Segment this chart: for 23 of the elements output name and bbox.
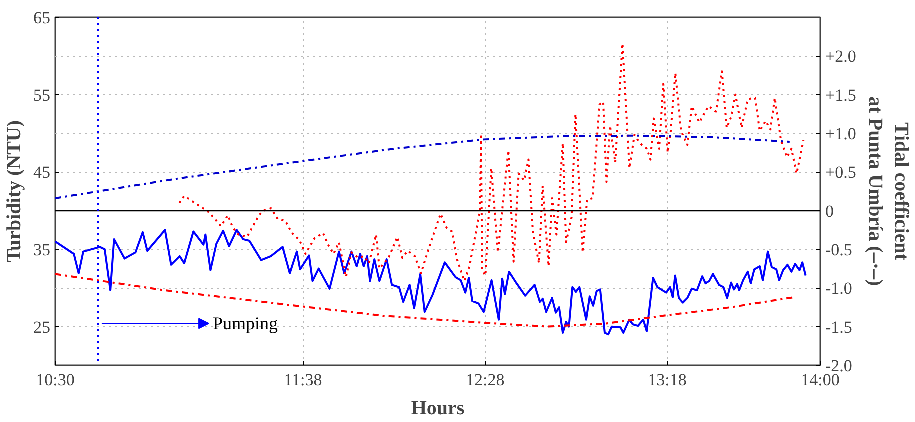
x-tick-label: 12:28 bbox=[466, 370, 505, 390]
y2-tick-label: +2.0 bbox=[826, 47, 856, 66]
y2-tick-label: -1.5 bbox=[826, 318, 852, 337]
y2-tick-label: +1.0 bbox=[826, 124, 856, 144]
line-series bbox=[56, 134, 791, 200]
y2-axis-title: Tidal coefficient at Punta Umbría (–·–) bbox=[864, 96, 913, 286]
x-tick-label: 13:18 bbox=[648, 370, 687, 390]
y-tick-label: 55 bbox=[34, 86, 50, 105]
y2-tick-label: -1.0 bbox=[826, 279, 852, 298]
y2-tick-label: -0.5 bbox=[826, 240, 852, 260]
y-axis-title: Turbidity (NTU) bbox=[4, 120, 26, 263]
x-tick-label: 11:38 bbox=[284, 370, 322, 390]
y-tick-label: 45 bbox=[34, 163, 50, 182]
y-tick-label: 25 bbox=[34, 318, 50, 337]
x-axis-title: Hours bbox=[411, 398, 465, 420]
y2-tick-label: +1.5 bbox=[826, 86, 856, 105]
x-tick-label: 10:30 bbox=[36, 370, 75, 390]
y2-tick-label: 0 bbox=[826, 202, 834, 221]
line-series bbox=[178, 42, 805, 282]
y2-tick-label: +0.5 bbox=[826, 163, 856, 182]
y-tick-label: 35 bbox=[34, 240, 50, 260]
ref-line-label: Pumping bbox=[213, 314, 278, 334]
y-tick-label: 65 bbox=[34, 8, 50, 28]
